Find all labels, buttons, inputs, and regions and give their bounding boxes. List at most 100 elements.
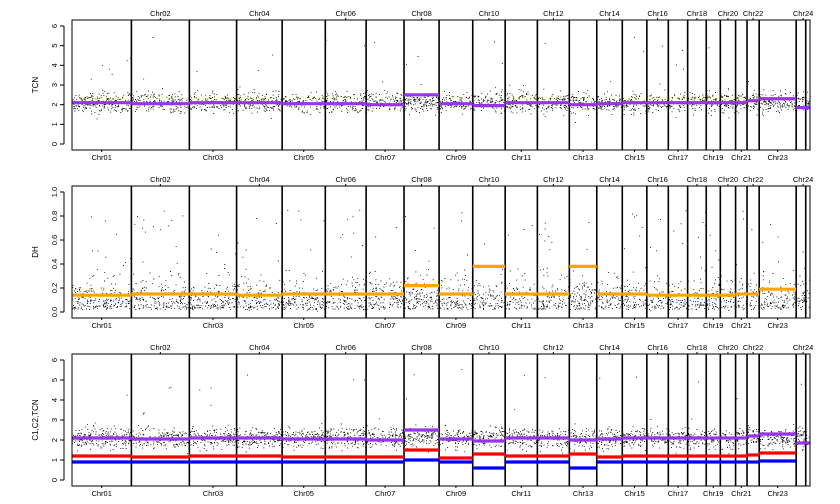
chromosome-label: Chr17 xyxy=(668,153,688,162)
y-tick-label: 0.2 xyxy=(50,283,59,293)
panel-2: 0.0 0.2 0.4 0.6 0.8 1.0 DH Chr01 Chr02 Chr03 Chr04… xyxy=(31,175,813,330)
scatter-points xyxy=(72,368,811,456)
chromosome-label: Chr18 xyxy=(687,175,707,184)
chromosome-label: Chr05 xyxy=(294,489,314,498)
chromosome-label: Chr20 xyxy=(718,9,738,18)
chromosome-label: Chr21 xyxy=(731,153,751,162)
chromosome-label: Chr17 xyxy=(668,321,688,330)
y-tick-label: 1 xyxy=(50,458,59,462)
chromosome-label: Chr18 xyxy=(687,343,707,352)
chromosome-label: Chr14 xyxy=(599,343,619,352)
chromosome-label: Chr22 xyxy=(743,175,763,184)
chromosome-label: Chr12 xyxy=(543,175,563,184)
y-tick-label: 1.0 xyxy=(50,187,59,197)
chromosome-label: Chr20 xyxy=(718,175,738,184)
chromosome-label: Chr11 xyxy=(511,153,531,162)
y-tick-label: 6 xyxy=(50,358,59,362)
chromosome-label: Chr12 xyxy=(543,9,563,18)
chromosome-label: Chr19 xyxy=(703,489,723,498)
chromosome-label: Chr01 xyxy=(91,153,111,162)
chromosome-label: Chr23 xyxy=(767,489,787,498)
y-tick-label: 3 xyxy=(50,418,59,422)
chromosome-label: Chr06 xyxy=(335,343,355,352)
chromosome-label: Chr02 xyxy=(150,9,170,18)
chromosome-label: Chr16 xyxy=(647,175,667,184)
chromosome-label: Chr02 xyxy=(150,175,170,184)
y-axis-label: DH xyxy=(31,246,40,258)
chromosome-label: Chr21 xyxy=(731,321,751,330)
chromosome-label: Chr21 xyxy=(731,489,751,498)
chromosome-label: Chr15 xyxy=(624,489,644,498)
chromosome-label: Chr24 xyxy=(793,343,813,352)
chromosome-label: Chr04 xyxy=(249,175,269,184)
panel-3: 0 1 2 3 4 5 6 C1,C2,TCN Chr01 Chr02 Chr03 Chr04 Chr0… xyxy=(31,343,813,498)
y-tick-label: 0.6 xyxy=(50,235,59,245)
chromosome-label: Chr11 xyxy=(511,321,531,330)
chromosome-label: Chr09 xyxy=(446,153,466,162)
chromosome-label: Chr14 xyxy=(599,175,619,184)
chromosome-label: Chr16 xyxy=(647,9,667,18)
data-point-cloud xyxy=(72,36,811,123)
y-tick-label: 1 xyxy=(50,122,59,126)
chromosome-label: Chr05 xyxy=(294,153,314,162)
plot-frame xyxy=(71,353,811,487)
chromosome-label: Chr07 xyxy=(375,489,395,498)
y-tick-label: 5 xyxy=(50,378,59,382)
y-tick-label: 5 xyxy=(50,44,59,48)
y-tick-label: 2 xyxy=(50,438,59,442)
y-tick-label: 6 xyxy=(50,24,59,28)
chromosome-label: Chr12 xyxy=(543,343,563,352)
y-tick-label: 4 xyxy=(50,398,59,402)
data-point-cloud xyxy=(72,368,811,456)
y-tick-label: 0.8 xyxy=(50,211,59,221)
chromosome-label: Chr22 xyxy=(743,9,763,18)
chromosome-label: Chr08 xyxy=(411,175,431,184)
chromosome-label: Chr11 xyxy=(511,489,531,498)
chromosome-label: Chr24 xyxy=(793,175,813,184)
chromosome-label: Chr15 xyxy=(624,153,644,162)
chromosome-label: Chr13 xyxy=(573,153,593,162)
chromosome-label: Chr07 xyxy=(375,153,395,162)
chromosome-label: Chr08 xyxy=(411,9,431,18)
chromosome-label: Chr17 xyxy=(668,489,688,498)
chromosome-label: Chr04 xyxy=(249,343,269,352)
chromosome-label: Chr05 xyxy=(294,321,314,330)
chromosome-label: Chr06 xyxy=(335,175,355,184)
chromosome-label: Chr08 xyxy=(411,343,431,352)
scatter-points xyxy=(72,36,811,123)
chromosome-label: Chr03 xyxy=(203,489,223,498)
chromosome-label: Chr01 xyxy=(91,489,111,498)
y-tick-label: 0 xyxy=(50,478,59,482)
chromosome-label: Chr04 xyxy=(249,9,269,18)
y-tick-label: 3 xyxy=(50,83,59,87)
chromosome-label: Chr14 xyxy=(599,9,619,18)
chromosome-label: Chr10 xyxy=(479,9,499,18)
y-axis-label: C1,C2,TCN xyxy=(31,399,40,441)
chromosome-label: Chr07 xyxy=(375,321,395,330)
y-tick-label: 4 xyxy=(50,63,59,67)
chromosome-label: Chr10 xyxy=(479,343,499,352)
chromosome-label: Chr03 xyxy=(203,153,223,162)
chromosome-label: Chr03 xyxy=(203,321,223,330)
chromosome-label: Chr10 xyxy=(479,175,499,184)
y-tick-label: 0.0 xyxy=(50,307,59,317)
chromosome-label: Chr02 xyxy=(150,343,170,352)
panel-1: 0 1 2 3 4 5 6 TCN Chr01 Chr02 Chr03 Chr04 Chr05 Chr06… xyxy=(31,9,813,162)
y-tick-label: 2 xyxy=(50,103,59,107)
y-axis-label: TCN xyxy=(31,77,40,94)
y-tick-label: 0.4 xyxy=(50,259,59,269)
chromosome-label: Chr01 xyxy=(91,321,111,330)
chromosome-label: Chr18 xyxy=(687,9,707,18)
chromosome-label: Chr09 xyxy=(446,489,466,498)
chromosome-label: Chr06 xyxy=(335,9,355,18)
chromosome-label: Chr09 xyxy=(446,321,466,330)
chromosome-label: Chr19 xyxy=(703,153,723,162)
plot-frame xyxy=(71,19,811,151)
chromosome-label: Chr15 xyxy=(624,321,644,330)
chromosome-label: Chr23 xyxy=(767,153,787,162)
chromosome-label: Chr22 xyxy=(743,343,763,352)
chromosome-label: Chr20 xyxy=(718,343,738,352)
chromosome-label: Chr23 xyxy=(767,321,787,330)
chromosome-label: Chr19 xyxy=(703,321,723,330)
